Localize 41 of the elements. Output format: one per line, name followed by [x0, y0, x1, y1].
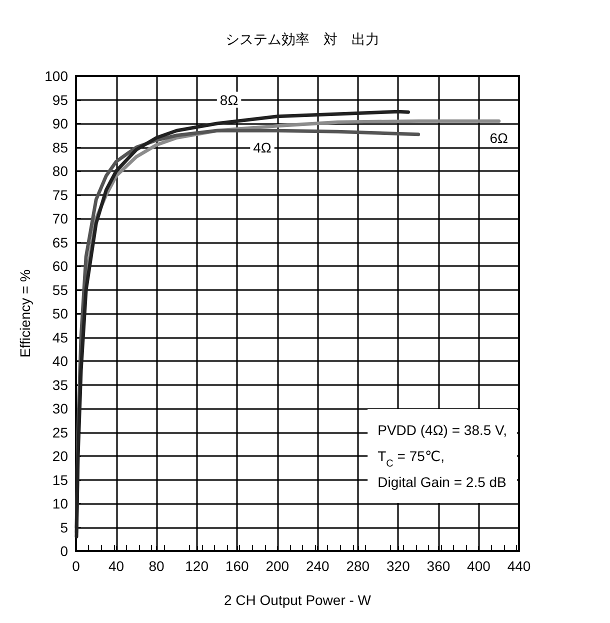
- y-tick-label: 75: [52, 186, 68, 203]
- y-tick-label: 5: [60, 519, 68, 536]
- y-tick-label: 0: [60, 543, 68, 559]
- y-tick-label: 80: [52, 163, 68, 179]
- annotation: PVDD (4Ω) = 38.5 V,: [378, 422, 508, 438]
- x-tick-label: 280: [346, 558, 370, 574]
- y-tick-label: 30: [52, 400, 68, 416]
- x-tick-label: 160: [225, 558, 249, 574]
- y-tick-label: 60: [52, 258, 68, 274]
- x-tick-label: 120: [185, 558, 209, 574]
- y-tick-label: 85: [52, 139, 68, 156]
- x-tick-label: 440: [507, 558, 531, 574]
- y-tick-label: 55: [52, 282, 68, 298]
- y-tick-label: 15: [52, 472, 68, 488]
- x-tick-label: 200: [266, 558, 290, 574]
- y-tick-label: 90: [52, 116, 68, 132]
- y-tick-label: 70: [52, 210, 68, 226]
- y-axis-title: Efficiency = %: [17, 269, 33, 358]
- x-tick-label: 0: [72, 558, 80, 574]
- x-tick-label: 360: [426, 558, 450, 574]
- x-tick-label: 80: [148, 558, 165, 574]
- y-tick-label: 65: [52, 234, 68, 250]
- x-tick-label: 240: [306, 558, 330, 574]
- y-tick-label: 45: [52, 329, 68, 346]
- y-tick-label: 95: [52, 92, 68, 108]
- y-tick-label: 50: [52, 306, 68, 322]
- y-tick-label: 10: [52, 496, 68, 512]
- x-tick-label: 320: [386, 558, 410, 574]
- y-tick-label: 25: [52, 424, 68, 440]
- x-axis-title: 2 CH Output Power - W: [224, 592, 372, 608]
- x-tick-label: 400: [467, 558, 491, 574]
- annotation: Digital Gain = 2.5 dB: [378, 474, 506, 490]
- chart-title: システム効率 対 出力: [226, 32, 380, 48]
- y-tick-label: 20: [52, 448, 68, 464]
- annotation: 4Ω: [253, 139, 272, 156]
- x-tick-label: 40: [108, 558, 124, 574]
- y-tick-label: 40: [52, 353, 68, 369]
- y-tick-label: 100: [44, 68, 68, 84]
- annotation: 6Ω: [490, 130, 508, 146]
- annotation: 8Ω: [220, 92, 238, 108]
- y-tick-label: 35: [52, 376, 68, 393]
